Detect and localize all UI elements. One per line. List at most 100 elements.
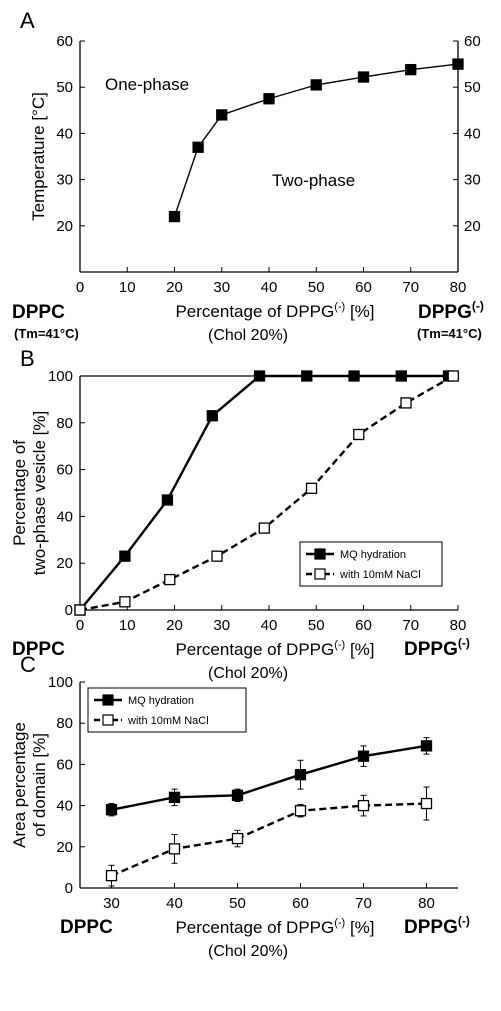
data-point — [258, 522, 270, 534]
data-point — [420, 797, 433, 810]
data-point — [395, 370, 407, 382]
data-point — [119, 550, 131, 562]
x-axis-note: (Chol 20%) — [208, 943, 288, 960]
y-tick-label: 40 — [56, 508, 73, 525]
legend-marker — [102, 694, 114, 706]
x-tick-label: 60 — [355, 617, 372, 634]
data-point — [192, 141, 204, 153]
data-point — [263, 93, 275, 105]
data-point — [168, 843, 181, 855]
x-axis-title: Percentage of DPPG(-) [%] — [175, 639, 374, 659]
data-point — [161, 494, 174, 506]
data-point — [216, 109, 228, 121]
data-point — [353, 428, 365, 441]
left-end-label: DPPC — [12, 302, 65, 323]
legend-label: with 10mM NaCl — [339, 569, 421, 581]
region-label-upper: One-phase — [105, 75, 189, 94]
y-tick-label: 50 — [56, 79, 73, 96]
y-tick-label: 100 — [48, 674, 73, 691]
x-tick-label: 70 — [402, 279, 419, 296]
data-point — [105, 804, 118, 816]
right-y-tick-label: 40 — [464, 125, 481, 142]
right-y-tick-label: 20 — [464, 218, 481, 235]
legend-label: with 10mM NaCl — [127, 715, 209, 727]
y-tick-label: 20 — [56, 839, 73, 856]
data-point — [348, 370, 360, 382]
right-end-label-sup: (-) — [458, 914, 470, 928]
data-point — [294, 805, 307, 817]
x-tick-label: 30 — [213, 617, 230, 634]
x-axis-title-sup: (-) — [334, 917, 345, 929]
y-tick-label: 0 — [65, 880, 73, 897]
right-end-label-sup: (-) — [458, 636, 470, 650]
data-point — [452, 58, 464, 70]
x-tick-label: 70 — [402, 617, 419, 634]
data-point — [310, 79, 322, 91]
legend-box — [87, 687, 247, 733]
panel-b: B 0 10 20 30 40 50 60 70 80 0 20 40 60 80 100 Percentage… — [10, 346, 470, 682]
data-point — [357, 799, 370, 812]
data-point — [74, 604, 86, 616]
y-tick-label: 0 — [65, 602, 73, 619]
legend-marker — [102, 714, 114, 726]
data-point — [168, 791, 181, 804]
x-axis-title-main: Percentage of DPPG — [175, 640, 334, 659]
x-axis-note: (Chol 20%) — [208, 327, 288, 344]
x-axis-title-sup: (-) — [334, 301, 345, 313]
data-point — [400, 397, 412, 409]
data-point — [231, 789, 244, 801]
y-tick-label: 20 — [56, 555, 73, 572]
y-axis-title-line1: Percentage of — [10, 440, 29, 546]
x-tick-label: 20 — [166, 279, 183, 296]
right-y-tick-label: 60 — [464, 33, 481, 50]
x-tick-label: 80 — [450, 279, 467, 296]
x-tick-label: 50 — [308, 279, 325, 296]
y-axis-title-line1: Area percentage — [10, 722, 29, 848]
data-point — [231, 832, 244, 845]
right-end-label: DPPG(-) — [418, 299, 484, 323]
x-axis-title-unit: [%] — [345, 640, 374, 659]
data-point — [294, 769, 307, 781]
data-point — [253, 370, 266, 382]
panel-letter: B — [20, 346, 35, 371]
x-axis-title: Percentage of DPPG(-) [%] — [175, 301, 374, 321]
y-tick-label: 60 — [56, 462, 73, 479]
data-point — [119, 596, 131, 608]
x-tick-label: 70 — [355, 895, 372, 912]
left-end-label: DPPC — [60, 917, 113, 938]
x-tick-label: 10 — [119, 617, 136, 634]
data-point — [305, 482, 318, 494]
x-tick-label: 40 — [261, 279, 278, 296]
data-point — [211, 550, 223, 562]
x-tick-label: 50 — [308, 617, 325, 634]
series-line-2 — [111, 802, 427, 877]
x-tick-label: 60 — [355, 279, 372, 296]
data-point — [164, 573, 176, 586]
data-point — [168, 210, 181, 223]
x-tick-label: 50 — [229, 895, 246, 912]
y-tick-label: 40 — [56, 125, 73, 142]
legend-marker — [314, 548, 326, 560]
right-y-tick-label: 30 — [464, 172, 481, 189]
right-end-label-sup: (-) — [472, 299, 484, 313]
x-axis-title-unit: [%] — [345, 918, 374, 937]
x-tick-label: 60 — [292, 895, 309, 912]
x-axis-title-main: Percentage of DPPG — [175, 302, 334, 321]
x-axis-note: (Chol 20%) — [208, 665, 288, 682]
x-tick-label: 40 — [166, 895, 183, 912]
right-end-label-main: DPPG — [404, 639, 458, 660]
x-tick-label: 30 — [213, 279, 230, 296]
right-end-sublabel: (Tm=41°C) — [417, 326, 482, 341]
x-axis-title-main: Percentage of DPPG — [175, 918, 334, 937]
right-end-label-main: DPPG — [404, 917, 458, 938]
panel-letter: A — [20, 8, 35, 33]
x-axis-title: Percentage of DPPG(-) [%] — [175, 917, 374, 937]
right-y-tick-label: 50 — [464, 79, 481, 96]
data-point — [405, 63, 417, 76]
right-end-label: DPPG(-) — [404, 914, 470, 938]
data-point — [357, 71, 370, 83]
right-end-label-main: DPPG — [418, 302, 472, 323]
x-tick-label: 30 — [103, 895, 120, 912]
data-point — [447, 370, 459, 382]
